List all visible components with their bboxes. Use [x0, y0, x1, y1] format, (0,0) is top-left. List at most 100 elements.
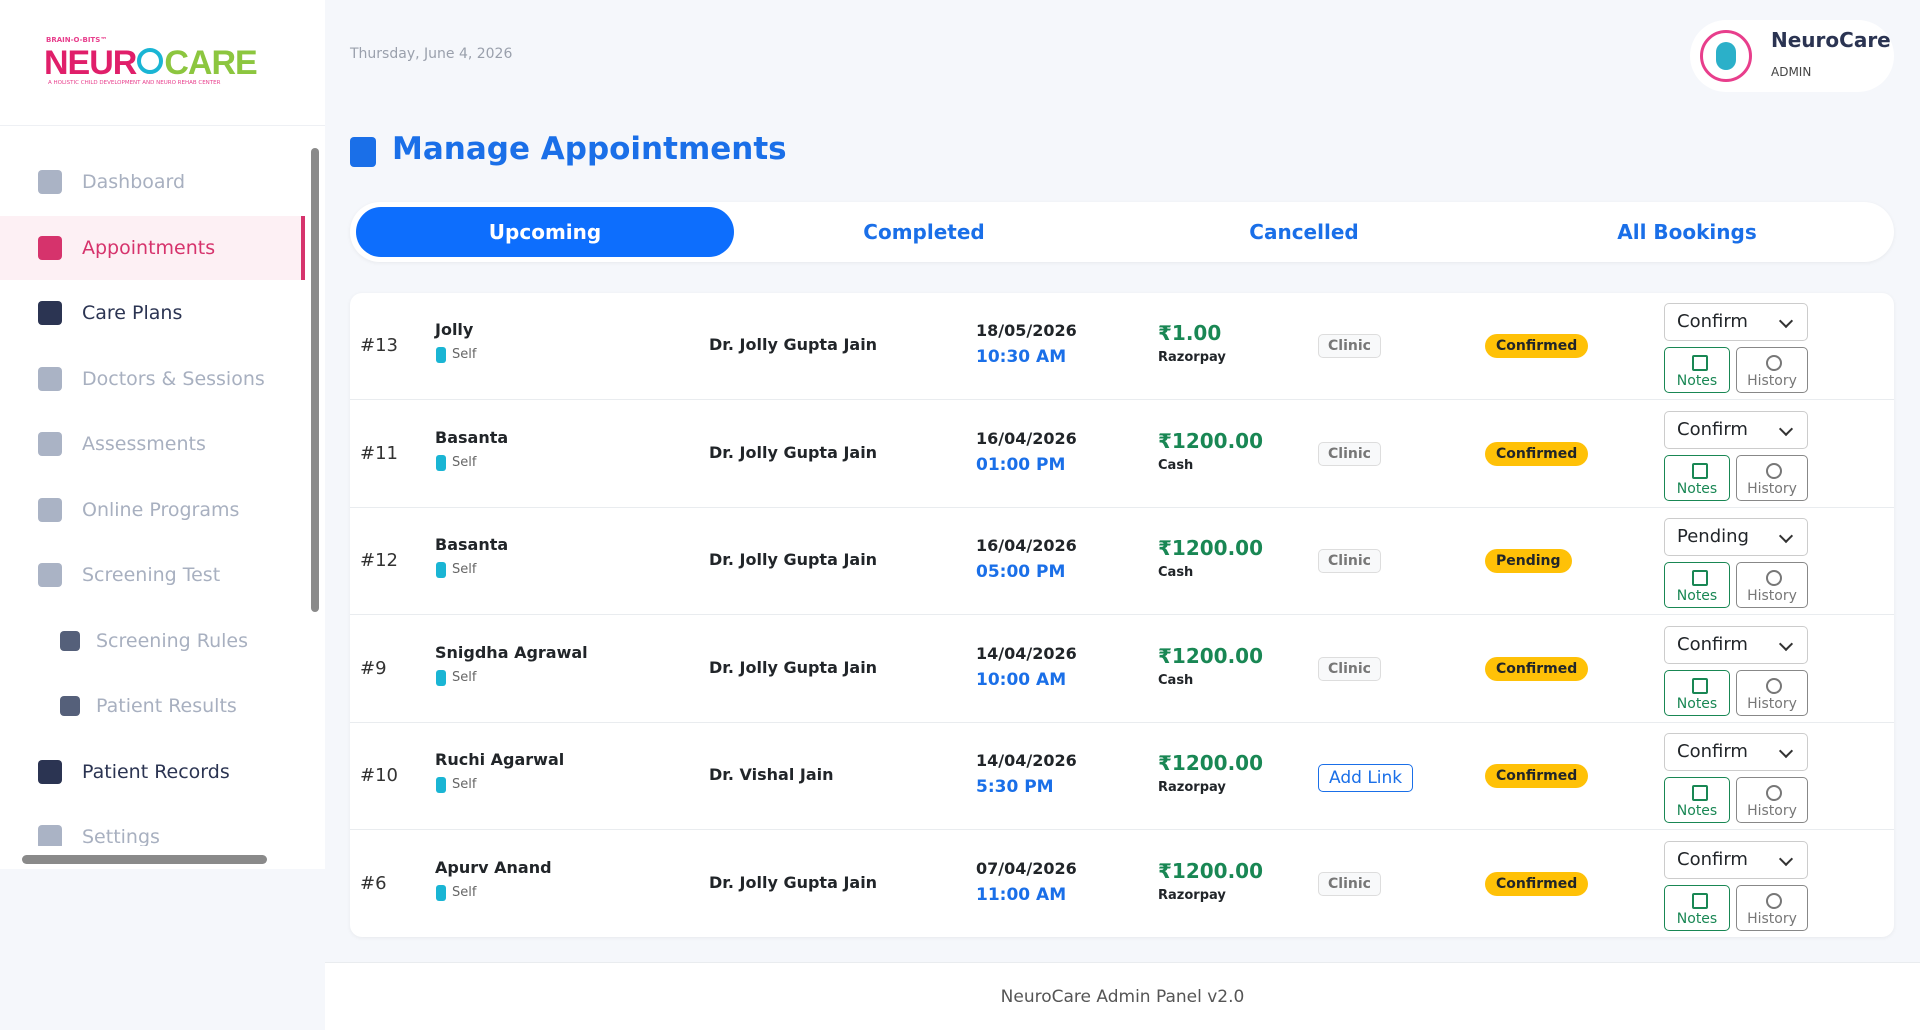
- appointment-id: #12: [360, 550, 398, 571]
- status-badge: Confirmed: [1485, 871, 1589, 896]
- status-badge: Pending: [1485, 549, 1572, 573]
- nav-icon: [38, 301, 62, 325]
- history-button[interactable]: History: [1736, 454, 1808, 501]
- history-button[interactable]: History: [1736, 777, 1808, 823]
- status-badge: Confirmed: [1485, 764, 1589, 788]
- notes-button[interactable]: Notes: [1664, 669, 1730, 716]
- logo-tagline: A HOLISTIC CHILD DEVELOPMENT AND NEURO R…: [48, 80, 221, 86]
- user-role: ADMIN: [1771, 65, 1812, 79]
- history-button[interactable]: History: [1736, 562, 1808, 608]
- relation-icon: [436, 669, 446, 686]
- nav-item[interactable]: Screening Test: [0, 543, 305, 607]
- nav-item[interactable]: Care Plans: [0, 281, 305, 345]
- notes-button[interactable]: Notes: [1664, 777, 1730, 823]
- time: 10:30 AM: [976, 347, 1067, 367]
- notes-button[interactable]: Notes: [1664, 884, 1730, 931]
- nav-label: Dashboard: [82, 171, 186, 193]
- avatar: [1700, 30, 1752, 82]
- appointment-row: #9 Snigdha Agrawal Self Dr. Jolly Gupta Jai…: [350, 616, 1894, 723]
- appointment-row: #13 Jolly Self Dr. Jolly Gupta Jain 18/05/20…: [350, 293, 1894, 400]
- nav-icon: [38, 759, 62, 784]
- status-select[interactable]: Confirm: [1664, 303, 1808, 341]
- notes-button[interactable]: Notes: [1664, 347, 1730, 393]
- nav-label: Screening Rules: [96, 629, 248, 652]
- patient-name: Apurv Anand: [435, 857, 552, 877]
- history-button[interactable]: History: [1736, 347, 1808, 393]
- sidebar: BRAIN-O-BITS™ NEUR CARE A HOLISTIC CHILD …: [0, 0, 325, 869]
- amount: ₹1200.00: [1158, 428, 1264, 453]
- nav-item[interactable]: Online Programs: [0, 478, 305, 542]
- appointment-id: #11: [360, 442, 398, 464]
- relation: Self: [452, 669, 477, 685]
- nav-icon: [38, 497, 62, 522]
- relation: Self: [452, 347, 477, 362]
- payment-method: Cash: [1158, 565, 1194, 580]
- appointment-id: #13: [360, 335, 398, 356]
- relation: Self: [452, 777, 477, 792]
- nav-icon: [38, 563, 62, 587]
- status-select[interactable]: Confirm: [1664, 840, 1808, 879]
- logo-icon: [137, 48, 164, 74]
- logo[interactable]: BRAIN-O-BITS™ NEUR CARE A HOLISTIC CHILD …: [44, 36, 284, 92]
- nav-item[interactable]: Appointments: [0, 215, 305, 280]
- mode-badge: Clinic: [1318, 549, 1381, 573]
- nav-icon: [38, 235, 62, 260]
- date: 07/04/2026: [976, 858, 1077, 878]
- tab[interactable]: Cancelled: [1249, 220, 1359, 244]
- footer-text: NeuroCare Admin Panel v2.0: [1000, 987, 1245, 1007]
- relation: Self: [452, 454, 477, 470]
- appointment-id: #10: [360, 765, 398, 786]
- relation: Self: [452, 562, 477, 577]
- date: 16/04/2026: [976, 536, 1077, 555]
- amount: ₹1.00: [1158, 321, 1222, 345]
- nav-label: Online Programs: [82, 498, 240, 521]
- tab[interactable]: Upcoming: [356, 207, 734, 257]
- notes-button[interactable]: Notes: [1664, 454, 1730, 501]
- date: 14/04/2026: [976, 751, 1077, 770]
- appointment-row: #10 Ruchi Agarwal Self Dr. Vishal Jain 14/04…: [350, 723, 1894, 830]
- patient-name: Basanta: [435, 535, 509, 554]
- user-card[interactable]: NeuroCare ADMIN: [1690, 20, 1894, 92]
- add-link-button[interactable]: Add Link: [1318, 764, 1414, 792]
- logo-top: BRAIN-O-BITS™: [46, 36, 108, 44]
- status-select[interactable]: Confirm: [1664, 625, 1808, 664]
- tab[interactable]: Completed: [863, 220, 985, 244]
- relation-icon: [436, 454, 446, 471]
- title-icon: [350, 137, 376, 167]
- status-select[interactable]: Confirm: [1664, 410, 1808, 449]
- history-button[interactable]: History: [1736, 669, 1808, 716]
- nav-label: Appointments: [82, 236, 216, 259]
- payment-method: Cash: [1158, 672, 1194, 688]
- nav-label: Patient Records: [82, 760, 230, 783]
- nav-item[interactable]: Screening Rules: [0, 609, 305, 673]
- nav-item[interactable]: Settings: [0, 805, 305, 846]
- relation-icon: [436, 562, 446, 578]
- nav-icon: [38, 432, 62, 456]
- nav-item[interactable]: Doctors & Sessions: [0, 347, 305, 411]
- scrollbar[interactable]: [311, 148, 319, 612]
- amount: ₹1200.00: [1158, 858, 1264, 883]
- relation-icon: [436, 777, 446, 793]
- payment-method: Cash: [1158, 457, 1194, 473]
- status-select[interactable]: Pending: [1664, 518, 1808, 556]
- scrollbar[interactable]: [22, 855, 267, 864]
- nav-icon: [60, 630, 80, 651]
- time: 05:00 PM: [976, 562, 1066, 582]
- nav-item[interactable]: Assessments: [0, 412, 305, 476]
- doctor: Dr. Jolly Gupta Jain: [709, 335, 878, 354]
- logo-name: NEUR CARE: [44, 44, 258, 83]
- status-select[interactable]: Confirm: [1664, 733, 1808, 771]
- payment-method: Razorpay: [1158, 350, 1226, 365]
- history-button[interactable]: History: [1736, 884, 1808, 931]
- amount: ₹1200.00: [1158, 751, 1264, 775]
- nav-icon: [38, 366, 62, 391]
- tab[interactable]: All Bookings: [1617, 220, 1757, 244]
- nav-item[interactable]: Patient Records: [0, 740, 305, 804]
- nav-item[interactable]: Patient Results: [0, 674, 305, 738]
- page-title: Manage Appointments: [392, 131, 787, 167]
- notes-button[interactable]: Notes: [1664, 562, 1730, 608]
- mode-badge: Clinic: [1318, 441, 1381, 466]
- appointment-id: #6: [360, 872, 387, 894]
- time: 5:30 PM: [976, 777, 1054, 797]
- nav-item[interactable]: Dashboard: [0, 150, 305, 214]
